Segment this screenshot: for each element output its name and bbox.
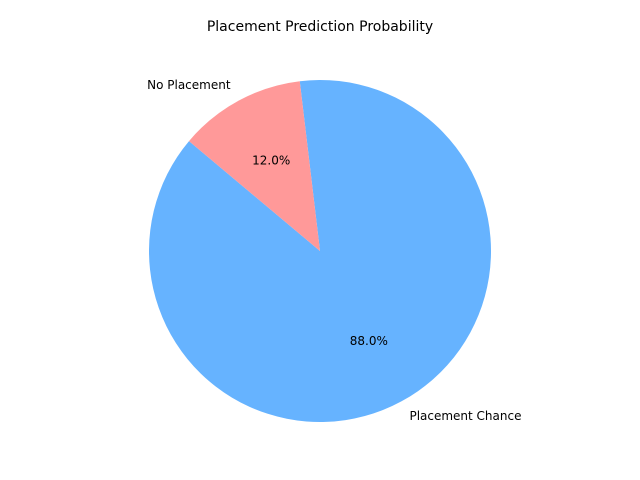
slice-label-placement-chance: Placement Chance [409, 409, 521, 423]
pie-labels: Placement Chance 88.0% No Placement 12.0% [147, 78, 521, 423]
pie-slice-placement-chance [149, 79, 492, 422]
slice-label-no-placement: No Placement [147, 78, 231, 92]
chart-title: Placement Prediction Probability [207, 19, 433, 35]
slice-percent-no-placement: 12.0% [252, 153, 290, 167]
pie-slices [149, 79, 492, 422]
slice-percent-placement-chance: 88.0% [350, 334, 388, 348]
pie-slice-no-placement [189, 81, 320, 251]
